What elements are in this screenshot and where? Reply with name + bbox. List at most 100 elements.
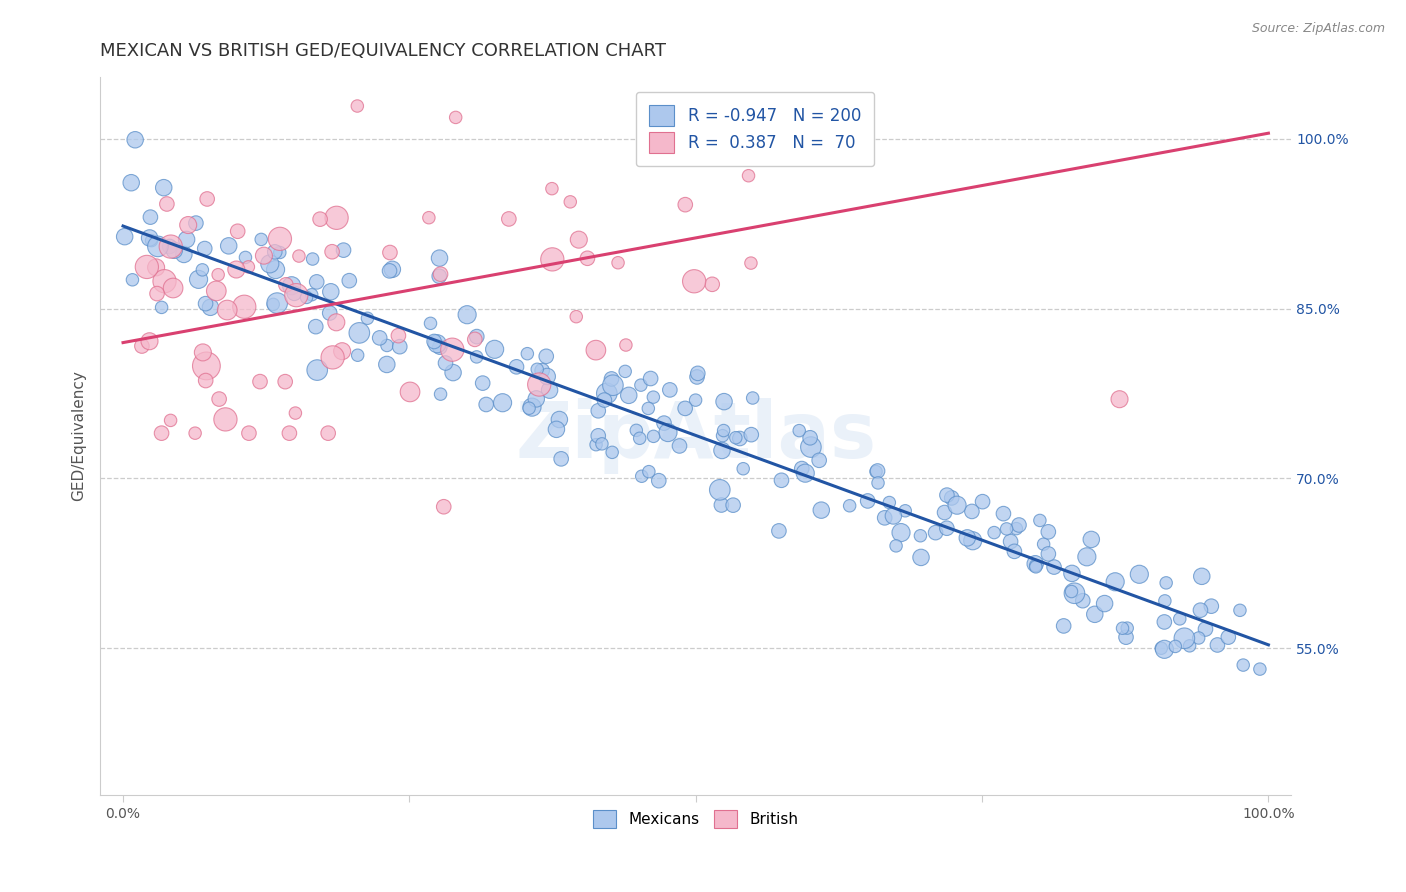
Point (316, 426, 339, 441)
Point (1032, 537, 1054, 551)
Point (638, 465, 661, 479)
Point (630, 378, 652, 392)
Point (865, 465, 887, 479)
Point (946, 498, 969, 512)
Point (1249, 662, 1271, 676)
Point (195, 359, 218, 373)
Point (808, 115, 831, 129)
Point (673, 401, 696, 416)
Point (934, 506, 956, 520)
Point (153, 274, 176, 288)
Point (1188, 631, 1211, 645)
Point (600, 372, 623, 386)
Point (429, 340, 451, 354)
Point (214, 412, 236, 426)
Point (259, 257, 281, 271)
Point (484, 343, 506, 357)
Point (1002, 544, 1025, 558)
Point (163, 244, 186, 258)
Point (184, 216, 207, 230)
Point (305, 275, 328, 289)
Point (274, 375, 297, 389)
Point (740, 427, 762, 442)
Point (346, 348, 368, 362)
Point (120, 176, 142, 190)
Point (319, 285, 342, 299)
Point (548, 412, 571, 426)
Point (531, 363, 554, 377)
Point (560, 194, 582, 209)
Point (146, 286, 169, 301)
Point (1104, 574, 1126, 589)
Point (346, 99, 368, 113)
Point (285, 288, 308, 302)
Point (838, 499, 860, 513)
Point (520, 400, 543, 414)
Point (517, 401, 540, 416)
Point (652, 416, 675, 430)
Point (541, 181, 564, 195)
Point (295, 290, 318, 304)
Point (640, 371, 662, 385)
Point (337, 274, 360, 288)
Point (1115, 630, 1137, 644)
Point (191, 345, 214, 359)
Point (187, 272, 209, 286)
Point (565, 310, 588, 324)
Point (307, 363, 329, 377)
Point (713, 394, 735, 409)
Point (330, 344, 353, 359)
Point (740, 256, 762, 270)
Point (941, 491, 963, 505)
Point (426, 336, 449, 351)
Point (648, 474, 671, 488)
Point (194, 296, 217, 310)
Point (262, 297, 284, 311)
Point (910, 550, 932, 565)
Point (124, 133, 146, 147)
Point (879, 495, 901, 509)
Point (529, 377, 551, 392)
Point (159, 239, 181, 253)
Point (1194, 622, 1216, 636)
Point (218, 239, 240, 253)
Point (770, 473, 793, 487)
Point (280, 278, 302, 293)
Point (1025, 558, 1047, 573)
Point (399, 384, 422, 399)
Point (1178, 639, 1201, 653)
Point (332, 243, 354, 257)
Point (787, 424, 810, 438)
Point (856, 494, 879, 508)
Point (288, 249, 311, 263)
Point (464, 332, 486, 346)
Point (156, 197, 179, 211)
Point (536, 349, 558, 363)
Point (643, 390, 665, 404)
Point (709, 483, 731, 497)
Point (617, 388, 640, 402)
Point (866, 475, 889, 490)
Point (733, 461, 755, 475)
Point (207, 268, 229, 282)
Point (1043, 560, 1066, 574)
Point (983, 525, 1005, 540)
Point (194, 242, 217, 256)
Point (427, 269, 450, 284)
Point (873, 511, 896, 525)
Point (263, 244, 285, 259)
Point (626, 423, 648, 437)
Point (381, 262, 404, 277)
Point (135, 260, 157, 274)
Point (1232, 658, 1254, 673)
Point (249, 375, 271, 389)
Point (1080, 533, 1102, 547)
Point (375, 358, 398, 372)
Point (1150, 641, 1173, 656)
Point (150, 301, 173, 315)
Point (475, 397, 498, 411)
Point (131, 339, 153, 353)
Text: ZipAtlas: ZipAtlas (515, 398, 876, 474)
Point (890, 525, 912, 540)
Point (233, 300, 256, 314)
